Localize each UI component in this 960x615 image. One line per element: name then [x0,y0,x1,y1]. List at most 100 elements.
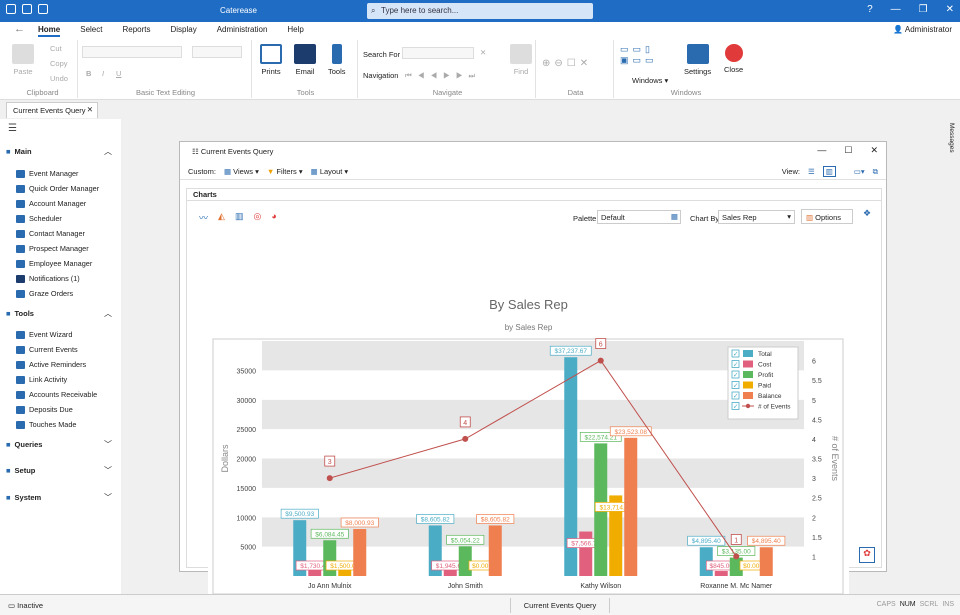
item-icon [16,229,25,238]
minimize-button[interactable]: — [890,4,901,15]
minimize-button[interactable]: — [817,145,827,155]
back-arrow-icon[interactable]: ← [14,23,25,35]
close-tab-icon[interactable]: ✕ [86,105,93,114]
chart-export-icon[interactable]: ✿ [859,547,875,563]
navigation-arrows[interactable]: ⏮◀◀▶▶⏭ [405,71,482,80]
bold-button[interactable]: B [86,69,92,78]
sidebar-item-graze-orders[interactable]: Graze Orders [16,289,73,298]
sidebar-section-main[interactable]: ■ Main ︿ [6,147,112,156]
underline-button[interactable]: U [116,69,122,78]
sidebar-item-event-wizard[interactable]: Event Wizard [16,330,72,339]
paste-button[interactable]: Paste [12,44,34,76]
sidebar-item-current-events[interactable]: Current Events [16,345,78,354]
sidebar-item-scheduler[interactable]: Scheduler [16,214,62,223]
sidebar-item-accounts-receivable[interactable]: Accounts Receivable [16,390,97,399]
tab-help[interactable]: Help [287,25,304,34]
sidebar-section-queries[interactable]: ■ Queries ﹀ [6,440,112,449]
data-label: $1,730.40 [300,563,329,570]
events-point [462,435,469,442]
y2-tick-label: 2.5 [812,496,822,503]
font-name-select[interactable] [82,46,182,58]
help-icon[interactable]: ? [867,4,873,15]
area-chart-icon[interactable]: ◭ [218,211,225,221]
sidebar-item-active-reminders[interactable]: Active Reminders [16,360,86,369]
clear-icon[interactable]: ✕ [480,48,487,57]
filters-menu[interactable]: ▼ Filters ▾ [266,167,303,176]
windows-button[interactable]: Windows ▾ [632,76,669,85]
edit-icon[interactable] [22,4,32,14]
window-layout-buttons[interactable]: ▭▭▯ ▣▭▭ [620,44,658,65]
sidebar-item-deposits-due[interactable]: Deposits Due [16,405,73,414]
tab-display[interactable]: Display [170,25,197,34]
view-label: View: [781,167,800,176]
global-search-input[interactable]: ⌕ Type here to search... [367,3,593,19]
maximize-button[interactable]: ❐ [918,4,928,15]
search-icon: ⌕ [371,6,376,15]
chevron-down-icon: ▾ [787,212,791,221]
data-label-box [476,514,515,524]
chart-view-icon[interactable]: ▥ [822,166,836,177]
views-menu[interactable]: ▦ Views ▾ [223,167,259,176]
bar-chart-icon[interactable]: ▥ [234,211,244,221]
grid-view-icon[interactable]: ☰ [807,167,815,176]
doughnut-chart-icon[interactable]: ◎ [253,211,262,221]
clipboard-group: Paste Cut Copy Undo Clipboard [8,40,78,98]
tools-button[interactable]: Tools [328,44,346,76]
tab-reports[interactable]: Reports [122,25,151,34]
sidebar-item-notifications-1[interactable]: Notifications (1) [16,274,80,283]
maximize-button[interactable]: ☐ [844,145,853,155]
sidebar-section-system[interactable]: ■ System ﹀ [6,493,112,502]
legend-swatch [743,392,753,399]
options-button[interactable]: ▥ Options [801,209,853,224]
prints-button[interactable]: Prints [260,44,282,76]
hamburger-icon[interactable]: ☰ [8,123,17,134]
email-button[interactable]: Email [294,44,316,76]
user-name[interactable]: 👤 Administrator [893,25,952,34]
sidebar-section-tools[interactable]: ■ Tools ︿ [6,309,112,318]
window-controls: ? — ❐ ✕ [867,4,954,15]
sidebar-item-event-manager[interactable]: Event Manager [16,169,79,178]
font-size-select[interactable] [192,46,242,58]
sidebar-item-link-activity[interactable]: Link Activity [16,375,67,384]
close-button[interactable]: ✕ [945,4,954,15]
tab-administration[interactable]: Administration [216,25,268,34]
title-bar: Caterease ⌕ Type here to search... ? — ❐… [0,0,960,22]
sidebar-item-employee-manager[interactable]: Employee Manager [16,259,92,268]
export-icon[interactable]: ⧉ [872,166,878,176]
tab-select[interactable]: Select [80,25,103,34]
tab-home[interactable]: Home [38,25,61,37]
refresh-icon[interactable] [38,4,48,14]
settings-button[interactable]: Settings [684,44,711,76]
sidebar-item-account-manager[interactable]: Account Manager [16,199,86,208]
views-icon: ▦ [223,167,234,176]
sidebar-item-quick-order-manager[interactable]: Quick Order Manager [16,184,99,193]
find-button[interactable]: Find [510,44,532,76]
pie-chart-icon[interactable]: ◕ [271,211,277,221]
line-chart-icon[interactable]: 〰 [199,213,209,223]
sidebar-item-contact-manager[interactable]: Contact Manager [16,229,85,238]
search-for-input[interactable] [402,47,474,59]
data-label-box [579,432,622,442]
sidebar-item-touches-made[interactable]: Touches Made [16,420,76,429]
italic-button[interactable]: I [102,69,105,78]
chart-by-select[interactable]: Sales Rep ▾ [718,210,795,224]
sidebar-item-prospect-manager[interactable]: Prospect Manager [16,244,89,253]
palette-select[interactable]: Default ▦ [597,210,681,224]
save-icon[interactable] [6,4,16,14]
data-buttons[interactable]: ⊕⊖☐✕ [542,58,593,69]
layout-menu[interactable]: ▦ Layout ▾ [310,167,349,176]
close-window-button[interactable]: Close [724,44,743,74]
copy-button[interactable]: Copy [50,59,68,68]
window-options-icon[interactable]: ▭▾ [853,167,865,176]
x-tick-label: Kathy Wilson [580,583,621,590]
cut-button[interactable]: Cut [50,44,62,53]
status-bar: ▭ Inactive Current Events Query CAPS NUM S… [0,594,960,615]
undo-button[interactable]: Undo [50,74,68,83]
messages-rail[interactable]: Messages [944,119,960,594]
bar-cost [308,565,322,576]
chart-wizard-icon[interactable]: ❖ [863,208,872,218]
close-button[interactable]: ✕ [870,145,878,155]
sidebar-section-setup[interactable]: ■ Setup ﹀ [6,466,112,475]
data-label-box [549,345,592,356]
tab-current-events-query[interactable]: Current Events Query ✕ [6,102,98,118]
